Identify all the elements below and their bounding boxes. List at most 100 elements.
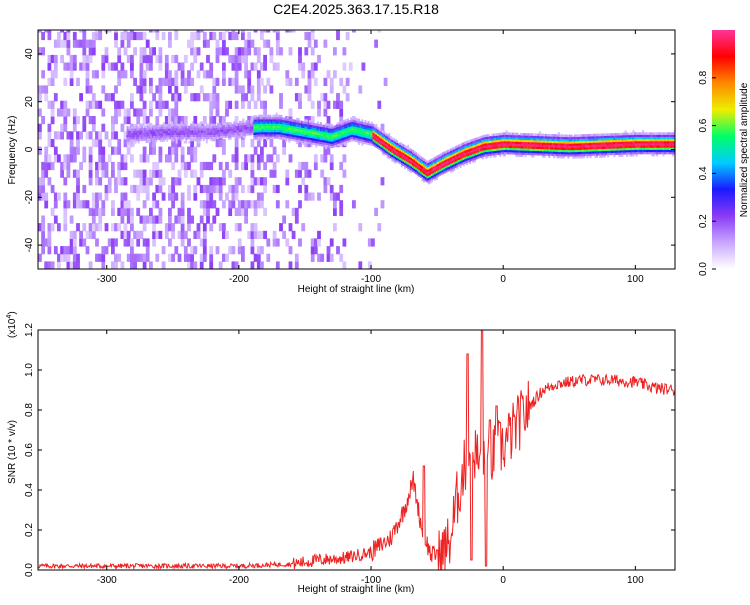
spectrogram-cell [253,128,256,131]
spectrogram-cell [415,167,418,171]
spectrogram-cell [603,150,606,154]
spectrogram-cell [661,147,663,150]
spectrogram-cell [673,138,675,142]
spectrogram-cell [603,154,606,158]
spectrogram-cell [442,154,445,157]
spectrogram-cell [335,133,338,136]
spectrogram-cell [95,139,99,148]
spectrogram-cell [488,151,491,154]
spectrogram-cell [328,123,330,127]
spectrogram-cell [394,152,397,155]
spectrogram-cell [305,134,308,138]
spectrogram-cell [313,142,316,146]
spectrogram-cell [440,161,443,165]
spectrogram-cell [565,149,568,153]
spectrogram-cell [616,150,619,153]
spectrogram-cell [622,137,625,140]
spectrogram-cell [648,136,651,140]
spectrogram-cell [301,223,306,232]
spectrogram-cell [629,149,632,153]
spectrogram-cell [370,126,373,129]
spectrogram-cell [180,154,185,163]
spectrogram-cell [499,143,502,147]
spectrogram-cell [152,146,156,155]
spectrogram-cell [168,70,172,79]
spectrogram-cell [153,129,156,132]
spectrogram-cell [272,136,275,139]
spectrogram-cell [580,147,583,150]
spectrogram-cell [469,142,472,145]
spectrogram-cell [396,151,399,154]
spectrogram-cell [247,70,252,79]
spectrogram-cell [259,131,262,135]
spectrogram-cell [331,130,334,134]
spectrogram-cell [137,136,140,140]
spectrogram-cell [159,124,162,128]
spectrogram-cell [288,223,293,232]
spectrogram-cell [182,125,185,129]
spectrogram-cell [370,130,373,133]
spectrogram-cell [508,151,511,155]
spectrogram-cell [496,139,499,143]
spectrogram-cell [213,134,216,137]
spectrogram-cell [622,147,625,151]
spectrogram-cell [367,133,370,137]
spectrogram-cell [429,170,432,173]
spectrogram-cell [186,134,189,137]
spectrogram-cell [664,136,667,140]
spectrogram-cell [91,200,96,209]
spectrogram-cell [269,54,274,64]
spectrogram-cell [258,114,261,118]
spectrogram-cell [155,126,158,130]
spectrogram-cell [651,134,654,137]
spectrogram-cell [616,137,619,140]
spectrogram-cell [298,161,302,171]
spectrogram-cell [128,143,131,146]
spectrogram-cell [358,127,361,130]
spectrogram-cell [251,130,254,133]
spectrogram-cell [513,141,516,144]
spectrogram-cell [483,134,486,138]
spectrogram-cell [492,150,495,154]
spectrogram-cell [657,140,660,144]
spectrogram-cell [437,172,440,175]
spectrogram-cell [597,153,600,156]
spectrogram-cell [164,130,167,134]
spectrogram-cell [550,140,552,143]
spectrogram-cell [69,139,74,148]
spectrogram-cell [412,162,414,166]
spectrogram-cell [215,129,218,133]
spectrogram-cell [272,129,275,133]
spectrogram-cell [494,139,497,143]
spectrogram-cell [297,131,300,134]
spectrogram-cell [569,147,571,151]
spectrogram-cell [315,134,318,137]
spectrogram-cell [586,136,589,139]
spectrogram-cell [458,146,460,150]
spectrogram-cell [412,169,414,172]
spectrogram-cell [375,143,378,146]
spectrogram-cell [511,145,514,149]
spectrogram-cell [277,116,280,120]
spectrogram-cell [142,261,147,269]
spectrogram-cell [572,138,575,142]
spectrogram-cell [583,144,586,148]
spectrogram-cell [469,152,472,156]
spectrogram-cell [573,145,576,148]
spectrogram-cell [130,30,134,33]
spectrogram-cell [164,70,169,79]
spectrogram-cell [405,163,408,166]
spectrogram-cell [557,153,560,157]
spectrogram-cell [236,134,238,137]
spectrogram-cell [104,93,109,102]
spectrogram-cell [366,124,368,128]
spectrogram-cell [297,122,300,125]
spectrogram-cell [321,139,324,143]
spectrogram-cell [396,157,399,161]
colorbar-tick-label: 0.0 [698,262,709,276]
spectrogram-cell [369,129,372,133]
spectrogram-cell [180,215,185,224]
spectrogram-cell [114,85,118,94]
spectrogram-cell [207,125,210,129]
spectrogram-cell [502,153,505,157]
